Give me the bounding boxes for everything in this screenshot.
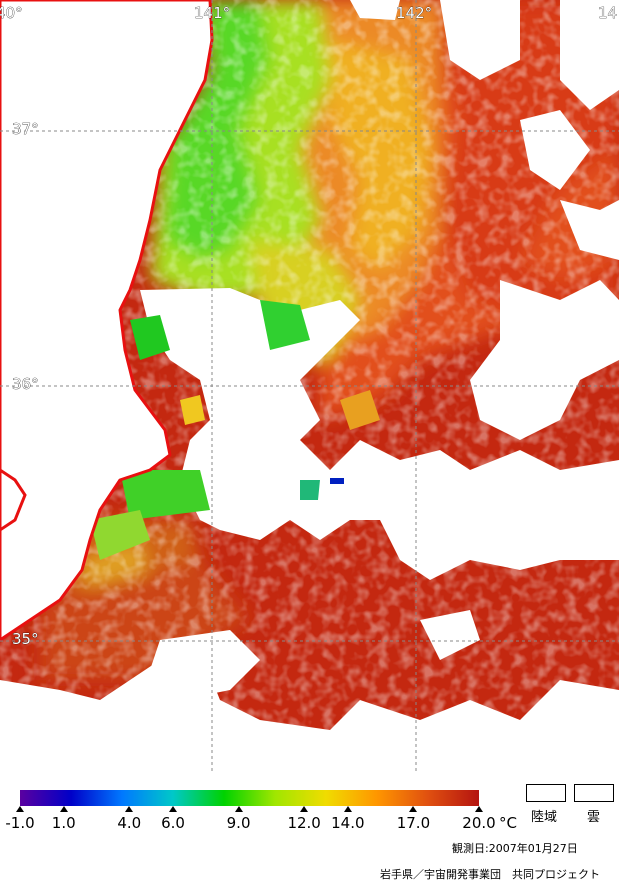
scale-tick-label: 4.0 xyxy=(117,814,142,832)
scale-tick-mark xyxy=(475,806,483,812)
graticule xyxy=(0,0,619,772)
land-island xyxy=(0,468,27,532)
color-scale-bar xyxy=(20,790,479,806)
cloud-key-label: 雲 xyxy=(587,810,601,825)
scale-tick-mark xyxy=(409,806,418,812)
scale-tick-label: 14.0 xyxy=(331,814,365,832)
scale-tick-mark xyxy=(59,806,68,812)
observation-date: 観測日:2007年01月27日 xyxy=(452,842,578,855)
lon-label-140: 40° xyxy=(0,4,23,22)
land-mainland xyxy=(0,0,214,642)
lat-label-37: 37° xyxy=(12,120,39,138)
lat-label-35: 35° xyxy=(12,630,39,648)
scale-tick-mark xyxy=(169,806,177,812)
sea-surface-temperature-map: 40° 141° 142° 14 37° 36° 35° xyxy=(0,0,619,772)
scale-tick-mark xyxy=(125,806,134,812)
scale-tick-mark xyxy=(16,806,24,812)
lon-label-142: 142° xyxy=(396,4,432,22)
scale-tick-label: 20.0 xyxy=(462,814,496,832)
lon-label-143: 14 xyxy=(598,4,617,22)
lon-label-141: 141° xyxy=(194,4,230,22)
scale-tick-label: 9.0 xyxy=(226,814,251,832)
scale-tick-mark xyxy=(343,806,352,812)
scale-tick-label: 1.0 xyxy=(51,814,76,832)
lat-label-36: 36° xyxy=(12,375,39,393)
scale-tick-label: 17.0 xyxy=(396,814,431,832)
residual-pixels xyxy=(90,300,380,560)
land-key-label: 陸域 xyxy=(531,810,558,825)
temperature-unit: °C xyxy=(499,814,517,832)
graticule-labels: 40° 141° 142° 14 37° 36° 35° xyxy=(0,4,617,649)
scale-tick-mark xyxy=(300,806,309,812)
scale-tick-mark xyxy=(234,806,243,812)
scale-tick-label: -1.0 xyxy=(5,814,35,832)
credit-text: 岩手県／宇宙開発事業団 共同プロジェクト xyxy=(380,868,600,881)
cloud-key-swatch xyxy=(574,784,614,802)
scale-tick-label: 6.0 xyxy=(161,814,185,832)
scale-tick-label: 12.0 xyxy=(287,814,321,832)
land-key-swatch xyxy=(526,784,566,802)
